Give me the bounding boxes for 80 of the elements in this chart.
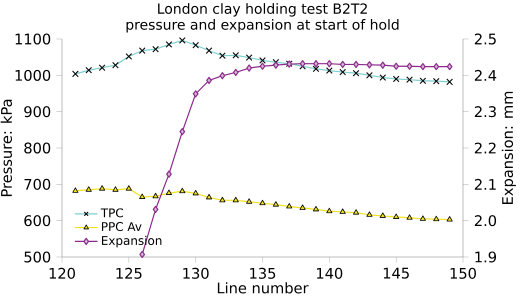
point bbox=[112, 186, 119, 192]
point bbox=[420, 215, 426, 221]
point bbox=[300, 60, 306, 68]
y2-tick-label: 2.0 bbox=[474, 215, 496, 226]
y2-tick-label: 2.5 bbox=[474, 33, 496, 45]
point bbox=[259, 200, 266, 206]
y-tick-label: 1100 bbox=[16, 33, 50, 45]
x-tick-label: 120 bbox=[50, 268, 75, 279]
point bbox=[286, 203, 292, 208]
point bbox=[232, 68, 239, 76]
chart-subtitle: pressure and expansion at start of hold bbox=[126, 19, 398, 33]
point bbox=[260, 62, 266, 70]
point bbox=[393, 214, 400, 219]
point bbox=[326, 208, 332, 214]
point bbox=[366, 211, 372, 217]
point bbox=[446, 62, 453, 70]
x-tick-label: 125 bbox=[116, 268, 142, 279]
point bbox=[406, 214, 413, 220]
y2-tick-label: 1.9 bbox=[475, 251, 496, 263]
point bbox=[152, 206, 158, 214]
point bbox=[192, 190, 199, 196]
x-tick-label: 140 bbox=[316, 268, 342, 279]
point bbox=[380, 212, 386, 218]
y2-axis-title: Expansion: mm bbox=[502, 92, 516, 204]
point bbox=[420, 62, 426, 70]
point bbox=[312, 206, 320, 212]
x-tick-label: 150 bbox=[450, 268, 476, 279]
y-tick-label: 800 bbox=[24, 142, 50, 154]
y2-tick-label: 2.4 bbox=[474, 70, 496, 81]
point bbox=[353, 209, 360, 215]
y2-tick-label: 2.2 bbox=[474, 142, 496, 154]
point bbox=[179, 188, 186, 194]
point bbox=[139, 194, 146, 199]
point bbox=[126, 185, 132, 191]
point bbox=[433, 216, 440, 222]
y-tick-label: 1000 bbox=[16, 70, 50, 81]
point bbox=[86, 186, 92, 192]
point bbox=[220, 72, 226, 80]
point bbox=[152, 192, 159, 198]
point bbox=[179, 128, 186, 136]
y-tick-label: 500 bbox=[24, 251, 50, 263]
point bbox=[326, 60, 332, 68]
legend-label: TPC bbox=[100, 208, 124, 218]
point bbox=[272, 62, 279, 69]
point bbox=[313, 60, 319, 68]
y-tick-label: 700 bbox=[24, 178, 50, 190]
point bbox=[380, 62, 386, 69]
y-axis-title: Pressure: kPa bbox=[0, 100, 12, 196]
x-tick-label: 130 bbox=[183, 268, 209, 279]
point bbox=[433, 62, 440, 70]
point bbox=[406, 62, 412, 70]
y2-tick-label: 2.3 bbox=[474, 106, 496, 118]
point bbox=[232, 196, 239, 202]
point bbox=[393, 62, 400, 70]
point bbox=[366, 61, 372, 68]
point bbox=[99, 185, 106, 191]
point bbox=[340, 60, 346, 68]
legend-label: PPC Av bbox=[102, 222, 142, 232]
point bbox=[166, 190, 172, 195]
chart-title: London clay holding test B2T2 bbox=[158, 3, 367, 17]
point bbox=[272, 201, 279, 207]
point bbox=[219, 196, 226, 202]
y-tick-label: 600 bbox=[24, 215, 50, 226]
y2-tick-label: 2.1 bbox=[474, 178, 496, 190]
x-tick-label: 135 bbox=[250, 268, 276, 279]
point bbox=[246, 198, 252, 204]
y-tick-label: 900 bbox=[24, 106, 50, 118]
point bbox=[206, 194, 212, 200]
point bbox=[353, 60, 359, 68]
point bbox=[340, 208, 346, 214]
point bbox=[192, 90, 199, 98]
point bbox=[72, 187, 78, 193]
x-tick-label: 145 bbox=[384, 268, 409, 279]
point bbox=[166, 170, 172, 178]
point bbox=[206, 76, 212, 84]
x-axis-title: Line number bbox=[218, 282, 309, 294]
point bbox=[446, 216, 453, 222]
point bbox=[139, 250, 146, 258]
point bbox=[246, 64, 252, 72]
point bbox=[300, 204, 306, 210]
